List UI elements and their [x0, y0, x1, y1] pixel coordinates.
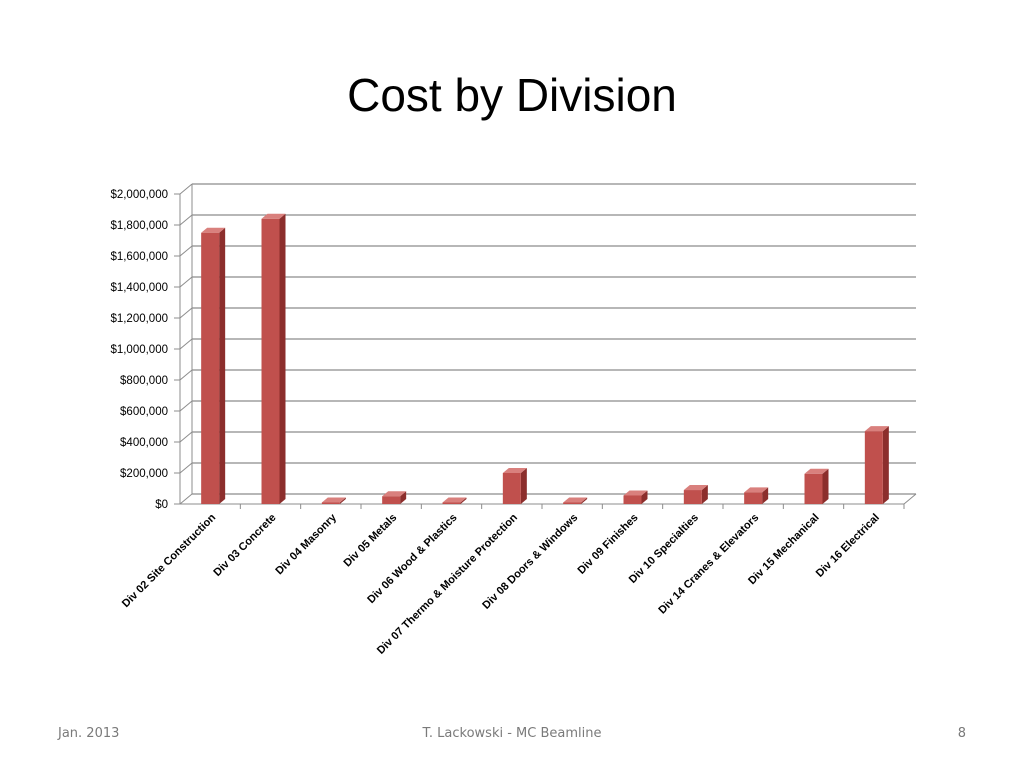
- bar: [382, 496, 401, 504]
- bar-top: [563, 497, 588, 503]
- bar: [864, 431, 883, 504]
- bar-side: [339, 497, 346, 504]
- y-tick-label: $1,800,000: [110, 220, 168, 232]
- y-tick-label: $0: [155, 499, 168, 511]
- bar: [261, 218, 280, 505]
- bar: [321, 502, 340, 504]
- bar-side: [701, 485, 708, 504]
- bar: [563, 502, 582, 504]
- gridline-wall: [179, 214, 193, 226]
- slide-title: Cost by Division: [347, 69, 677, 121]
- x-tick-label: Div 03 Concrete: [211, 512, 278, 579]
- y-tick-label: $200,000: [120, 468, 168, 480]
- bar-top: [442, 497, 467, 503]
- x-tick-label: Div 09 Finishes: [576, 512, 641, 577]
- floor-right-edge: [903, 493, 917, 505]
- bar: [744, 492, 763, 504]
- gridline-wall: [179, 276, 193, 288]
- gridline-wall: [179, 245, 193, 257]
- bar-side: [882, 426, 889, 504]
- gridline-wall: [179, 493, 193, 505]
- x-tick-label: Div 04 Masonry: [273, 511, 339, 577]
- bar: [201, 232, 220, 504]
- bar-side: [279, 213, 286, 505]
- x-tick-label: Div 05 Metals: [342, 512, 400, 570]
- bar: [623, 495, 642, 504]
- bar: [442, 502, 461, 504]
- bar-top: [321, 497, 346, 503]
- x-tick-label: Div 02 Site Construction: [120, 511, 219, 610]
- gridline-wall: [179, 462, 193, 474]
- gridline-wall: [179, 400, 193, 412]
- bar-top: [201, 227, 226, 233]
- footer-date: Jan. 2013: [58, 726, 120, 741]
- bar-top: [683, 485, 708, 491]
- gridline-wall: [179, 369, 193, 381]
- bar-top: [744, 487, 769, 493]
- x-tick-label: Div 14 Cranes & Elevators: [656, 512, 761, 617]
- bar: [502, 473, 521, 504]
- gridline-wall: [179, 183, 193, 195]
- bar-top: [382, 491, 407, 497]
- bar-top: [261, 213, 286, 219]
- bar-side: [219, 227, 226, 504]
- bar-side: [822, 468, 829, 504]
- gridline-wall: [179, 431, 193, 443]
- y-tick-label: $1,000,000: [110, 344, 168, 356]
- bar-side: [641, 490, 648, 504]
- y-tick-label: $1,600,000: [110, 251, 168, 263]
- page-number: 8: [957, 726, 966, 741]
- gridline-wall: [179, 307, 193, 319]
- bar-side: [762, 487, 769, 504]
- bar-top: [623, 490, 648, 496]
- gridline-wall: [179, 338, 193, 350]
- bar: [804, 473, 823, 504]
- bar-top: [864, 426, 889, 432]
- footer-author: T. Lackowski - MC Beamline: [422, 726, 602, 741]
- bar-side: [460, 497, 467, 504]
- y-tick-label: $800,000: [120, 375, 168, 387]
- cost-by-division-chart: $0 $200,000 $400,000 $600,000 $800,000 $1,000…: [110, 183, 917, 657]
- y-tick-label: $400,000: [120, 437, 168, 449]
- bar-side: [400, 491, 407, 504]
- y-tick-label: $1,400,000: [110, 282, 168, 294]
- y-tick-label: $600,000: [120, 406, 168, 418]
- bar-side: [520, 468, 527, 504]
- x-tick-label: Div 16 Electrical: [814, 512, 882, 580]
- y-tick-label: $1,200,000: [110, 313, 168, 325]
- bar-side: [581, 497, 588, 504]
- y-tick-label: $2,000,000: [110, 189, 168, 201]
- bar-top: [804, 468, 829, 474]
- bar: [683, 490, 702, 504]
- bar-top: [502, 468, 527, 473]
